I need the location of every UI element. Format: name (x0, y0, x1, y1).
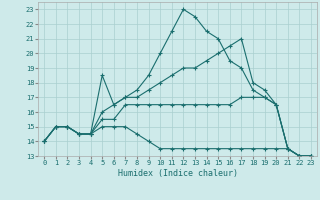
X-axis label: Humidex (Indice chaleur): Humidex (Indice chaleur) (118, 169, 238, 178)
